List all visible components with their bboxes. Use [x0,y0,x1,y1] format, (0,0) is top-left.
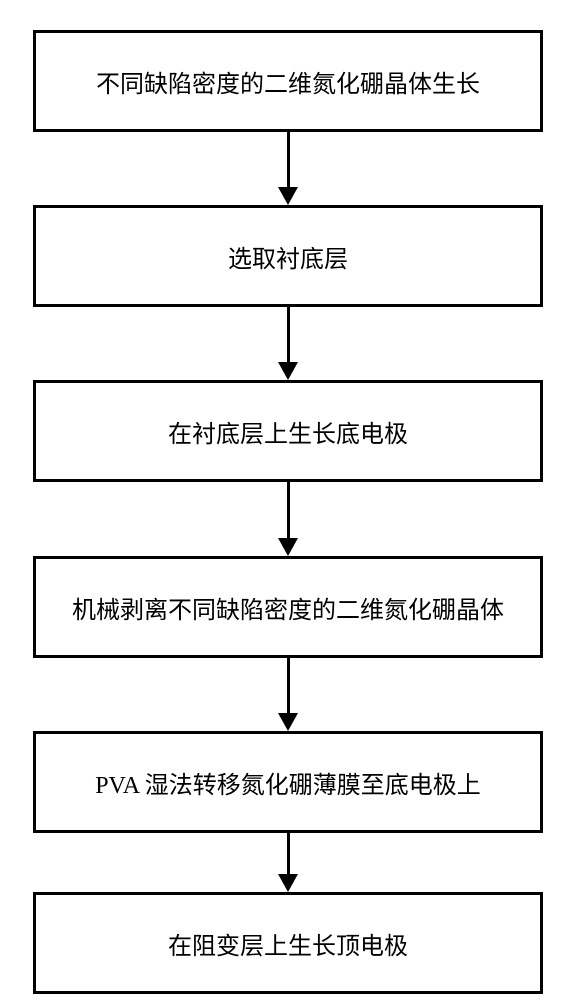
flow-arrow-2 [287,307,290,362]
flow-arrowhead-2 [278,362,298,383]
flow-arrowhead-3 [278,538,298,559]
flow-node-1: 不同缺陷密度的二维氮化硼晶体生长 [33,30,543,132]
flow-arrowhead-5 [278,874,298,895]
flow-arrowhead-1 [278,187,298,208]
flow-node-3: 在衬底层上生长底电极 [33,380,543,482]
flow-arrow-1 [287,132,290,187]
flow-arrowhead-4 [278,713,298,734]
flow-node-5: PVA 湿法转移氮化硼薄膜至底电极上 [33,731,543,833]
flow-node-6: 在阻变层上生长顶电极 [33,892,543,994]
flow-arrow-5 [287,833,290,874]
flow-node-4: 机械剥离不同缺陷密度的二维氮化硼晶体 [33,556,543,658]
flowchart-canvas: 不同缺陷密度的二维氮化硼晶体生长选取衬底层在衬底层上生长底电极机械剥离不同缺陷密… [0,0,580,1000]
flow-arrow-3 [287,482,290,538]
flow-node-2: 选取衬底层 [33,205,543,307]
flow-arrow-4 [287,658,290,713]
